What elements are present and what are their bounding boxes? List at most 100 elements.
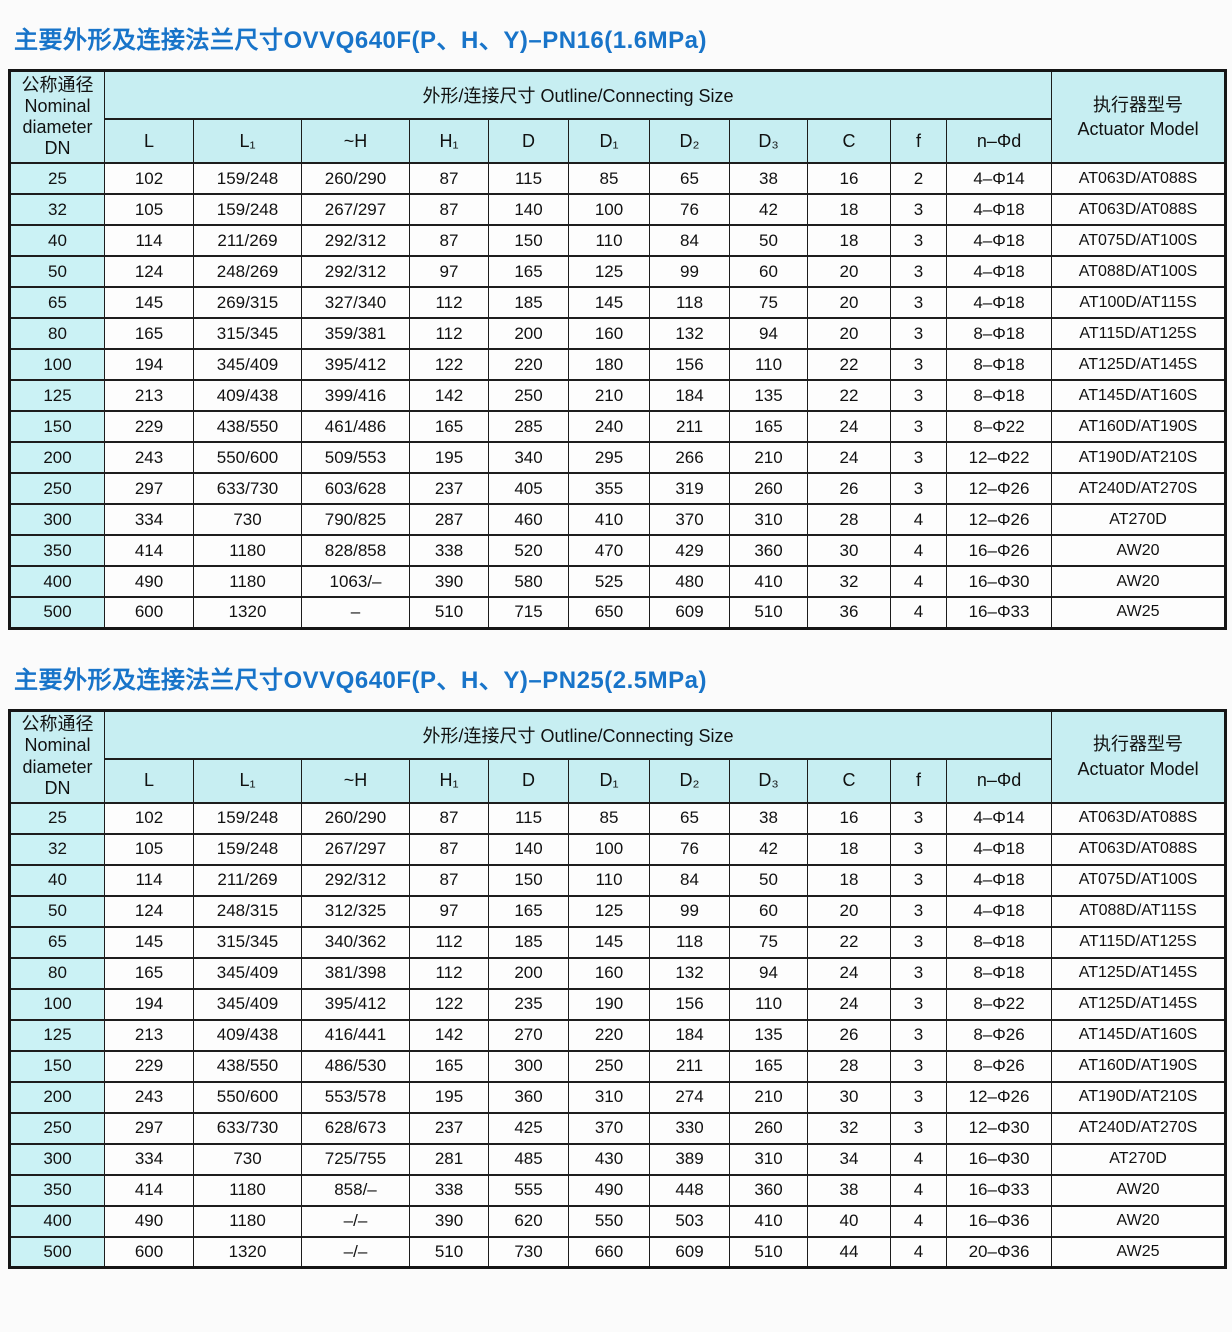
dimension-cell: 448	[649, 1173, 730, 1207]
dimension-cell: 1180	[193, 534, 302, 567]
dimension-cell: 22	[807, 379, 891, 412]
dimension-cell: 210	[568, 379, 650, 412]
dimension-cell: 184	[649, 379, 730, 412]
dimension-cell: 550/600	[193, 1080, 302, 1114]
dn-cell: 125	[9, 379, 105, 412]
table-row: 25 102 159/248 260/290 87 115 85 65 38 16 3 4–Φ14 AT…	[9, 801, 1227, 835]
dimension-cell: 295	[568, 441, 650, 474]
dimension-cell: 165	[409, 410, 489, 443]
dimension-cell: 3	[890, 410, 947, 443]
dimension-cell: 87	[409, 224, 489, 257]
dimension-cell: 395/412	[301, 987, 410, 1021]
dimension-cell: 195	[409, 441, 489, 474]
dimension-cell: 520	[488, 534, 569, 567]
dimension-cell: 220	[488, 348, 569, 381]
dimension-cell: 334	[104, 1142, 194, 1176]
dimension-cell: 3	[890, 987, 947, 1021]
dimension-cell: 150	[488, 224, 569, 257]
dimension-cell: 110	[729, 987, 808, 1021]
dimension-cell: 525	[568, 565, 650, 598]
dimension-cell: 200	[488, 317, 569, 350]
dimension-cell: 112	[409, 956, 489, 990]
dimension-cell: 292/312	[301, 863, 410, 897]
table-row: 200 243 550/600 553/578 195 360 310 274 210 30 3 12…	[9, 1080, 1227, 1114]
dimension-cell: 94	[729, 317, 808, 350]
table-row: 400 490 1180 –/– 390 620 550 503 410 40 4 16–Φ36 AW2…	[9, 1204, 1227, 1238]
dimension-cell: 38	[729, 162, 808, 195]
dimension-cell: 390	[409, 565, 489, 598]
dimension-cell: 510	[729, 1235, 808, 1269]
dn-cell: 100	[9, 987, 105, 1021]
dimension-cell: 470	[568, 534, 650, 567]
actuator-model-cell: AW25	[1051, 1235, 1227, 1269]
table-row: 65 145 269/315 327/340 112 185 145 118 75 20 3 4–Φ1…	[9, 286, 1227, 319]
dimension-cell: 135	[729, 379, 808, 412]
dimension-cell: 310	[729, 1142, 808, 1176]
dimension-cell: 3	[890, 1080, 947, 1114]
dimension-cell: 65	[649, 801, 730, 835]
dimension-cell: 3	[890, 863, 947, 897]
dimension-cell: 24	[807, 987, 891, 1021]
dn-cell: 65	[9, 925, 105, 959]
table-row: 40 114 211/269 292/312 87 150 110 84 50 18 3 4–Φ18 A…	[9, 224, 1227, 257]
pn25-dimension-table: 公称通径 Nominal diameter DN 外形/连接尺寸 Outline…	[8, 708, 1228, 1269]
dimension-cell: 310	[729, 503, 808, 536]
column-header: L₁	[193, 118, 302, 164]
dimension-cell: 190	[568, 987, 650, 1021]
dimension-cell: 609	[649, 1235, 730, 1269]
dimension-cell: 22	[807, 925, 891, 959]
dn-cell: 100	[9, 348, 105, 381]
column-header: D	[488, 118, 569, 164]
dimension-cell: 370	[568, 1111, 650, 1145]
dn-cell: 300	[9, 503, 105, 536]
dimension-cell: 87	[409, 832, 489, 866]
actuator-model-header: 执行器型号 Actuator Model	[1051, 69, 1227, 164]
dimension-cell: 603/628	[301, 472, 410, 505]
dimension-cell: 18	[807, 224, 891, 257]
dimension-cell: 97	[409, 894, 489, 928]
dimension-cell: 20–Φ36	[945, 1235, 1053, 1269]
dn-cell: 500	[9, 596, 105, 629]
nominal-diameter-header: 公称通径 Nominal diameter DN	[9, 709, 105, 804]
dimension-cell: 490	[104, 1204, 194, 1238]
dimension-cell: 12–Φ26	[945, 472, 1053, 505]
actuator-model-header: 执行器型号 Actuator Model	[1051, 709, 1227, 804]
dimension-cell: 12–Φ30	[945, 1111, 1053, 1145]
dimension-cell: 790/825	[301, 503, 410, 536]
dimension-cell: 160	[568, 317, 650, 350]
dimension-cell: 105	[104, 832, 194, 866]
column-header: C	[807, 118, 891, 164]
dimension-cell: 550	[568, 1204, 650, 1238]
dimension-cell: 340	[488, 441, 569, 474]
column-header: f	[890, 118, 947, 164]
table-row: 350 414 1180 858/– 338 555 490 448 360 38 4 16–Φ33 A…	[9, 1173, 1227, 1207]
dimension-cell: 4–Φ18	[945, 894, 1053, 928]
table-row: 80 165 345/409 381/398 112 200 160 132 94 24 3 8–Φ1…	[9, 956, 1227, 990]
dn-cell: 200	[9, 441, 105, 474]
dimension-cell: 510	[409, 596, 489, 629]
dimension-cell: 243	[104, 441, 194, 474]
column-header: ~H	[301, 757, 410, 804]
dimension-cell: 1320	[193, 596, 302, 629]
dimension-cell: 416/441	[301, 1018, 410, 1052]
dimension-cell: 50	[729, 863, 808, 897]
dimension-cell: 165	[729, 410, 808, 443]
dimension-cell: 115	[488, 162, 569, 195]
dimension-cell: 4	[890, 1173, 947, 1207]
dimension-cell: –/–	[301, 1204, 410, 1238]
dimension-cell: 660	[568, 1235, 650, 1269]
dimension-cell: 3	[890, 348, 947, 381]
dimension-cell: 235	[488, 987, 569, 1021]
dn-cell: 65	[9, 286, 105, 319]
dimension-cell: 270	[488, 1018, 569, 1052]
actuator-model-cell: AT100D/AT115S	[1051, 286, 1227, 319]
table-row: 250 297 633/730 628/673 237 425 370 330 260 32 3 12…	[9, 1111, 1227, 1145]
dimension-cell: 267/297	[301, 193, 410, 226]
dimension-cell: 715	[488, 596, 569, 629]
dimension-cell: 360	[488, 1080, 569, 1114]
actuator-model-cell: AT145D/AT160S	[1051, 1018, 1227, 1052]
dimension-cell: 38	[807, 1173, 891, 1207]
dimension-cell: 44	[807, 1235, 891, 1269]
dimension-cell: 110	[729, 348, 808, 381]
